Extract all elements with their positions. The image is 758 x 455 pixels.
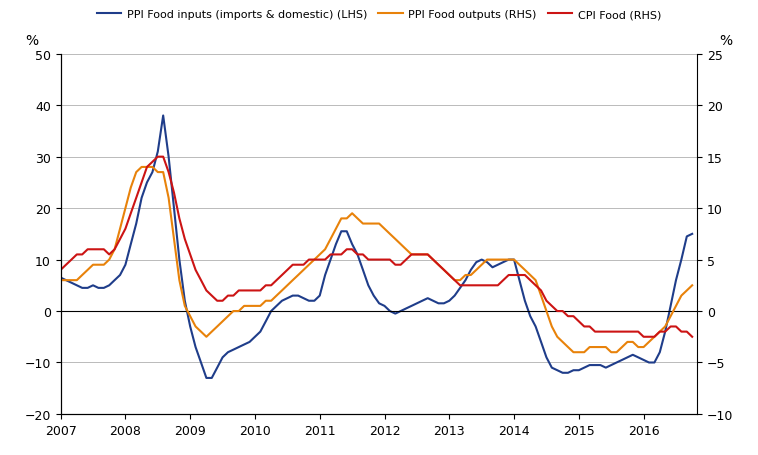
Line: CPI Food (RHS): CPI Food (RHS) — [61, 157, 692, 337]
PPI Food inputs (imports & domestic) (LHS) — [191, 344, 200, 350]
PPI Food inputs (imports & domestic) (LHS) — [158, 113, 168, 119]
CPI Food (RHS) — [153, 155, 162, 160]
CPI Food (RHS) — [639, 334, 648, 340]
CPI Food (RHS) — [558, 308, 567, 314]
PPI Food inputs (imports & domestic) (LHS) — [283, 296, 292, 301]
CPI Food (RHS) — [56, 268, 65, 273]
CPI Food (RHS) — [191, 268, 200, 273]
PPI Food inputs (imports & domestic) (LHS) — [127, 242, 136, 248]
PPI Food outputs (RHS) — [277, 288, 287, 293]
PPI Food inputs (imports & domestic) (LHS) — [504, 257, 513, 263]
PPI Food outputs (RHS) — [499, 257, 508, 263]
PPI Food outputs (RHS) — [137, 165, 146, 170]
Legend: PPI Food inputs (imports & domestic) (LHS), PPI Food outputs (RHS), CPI Food (RH: PPI Food inputs (imports & domestic) (LH… — [92, 5, 666, 25]
Text: %: % — [719, 33, 732, 47]
PPI Food outputs (RHS) — [569, 350, 578, 355]
CPI Food (RHS) — [127, 211, 136, 217]
Text: %: % — [26, 33, 39, 47]
PPI Food outputs (RHS) — [127, 185, 136, 191]
PPI Food inputs (imports & domestic) (LHS) — [553, 368, 562, 373]
PPI Food outputs (RHS) — [558, 339, 567, 345]
PPI Food outputs (RHS) — [56, 278, 65, 283]
PPI Food inputs (imports & domestic) (LHS) — [202, 375, 211, 381]
CPI Food (RHS) — [499, 278, 508, 283]
Line: PPI Food inputs (imports & domestic) (LHS): PPI Food inputs (imports & domestic) (LH… — [61, 116, 692, 378]
PPI Food outputs (RHS) — [688, 283, 697, 288]
PPI Food outputs (RHS) — [191, 324, 200, 329]
PPI Food inputs (imports & domestic) (LHS) — [688, 232, 697, 237]
CPI Food (RHS) — [547, 303, 556, 309]
CPI Food (RHS) — [688, 334, 697, 340]
PPI Food outputs (RHS) — [547, 324, 556, 329]
CPI Food (RHS) — [277, 273, 287, 278]
Line: PPI Food outputs (RHS): PPI Food outputs (RHS) — [61, 167, 692, 353]
PPI Food inputs (imports & domestic) (LHS) — [563, 370, 572, 376]
PPI Food inputs (imports & domestic) (LHS) — [56, 275, 65, 281]
